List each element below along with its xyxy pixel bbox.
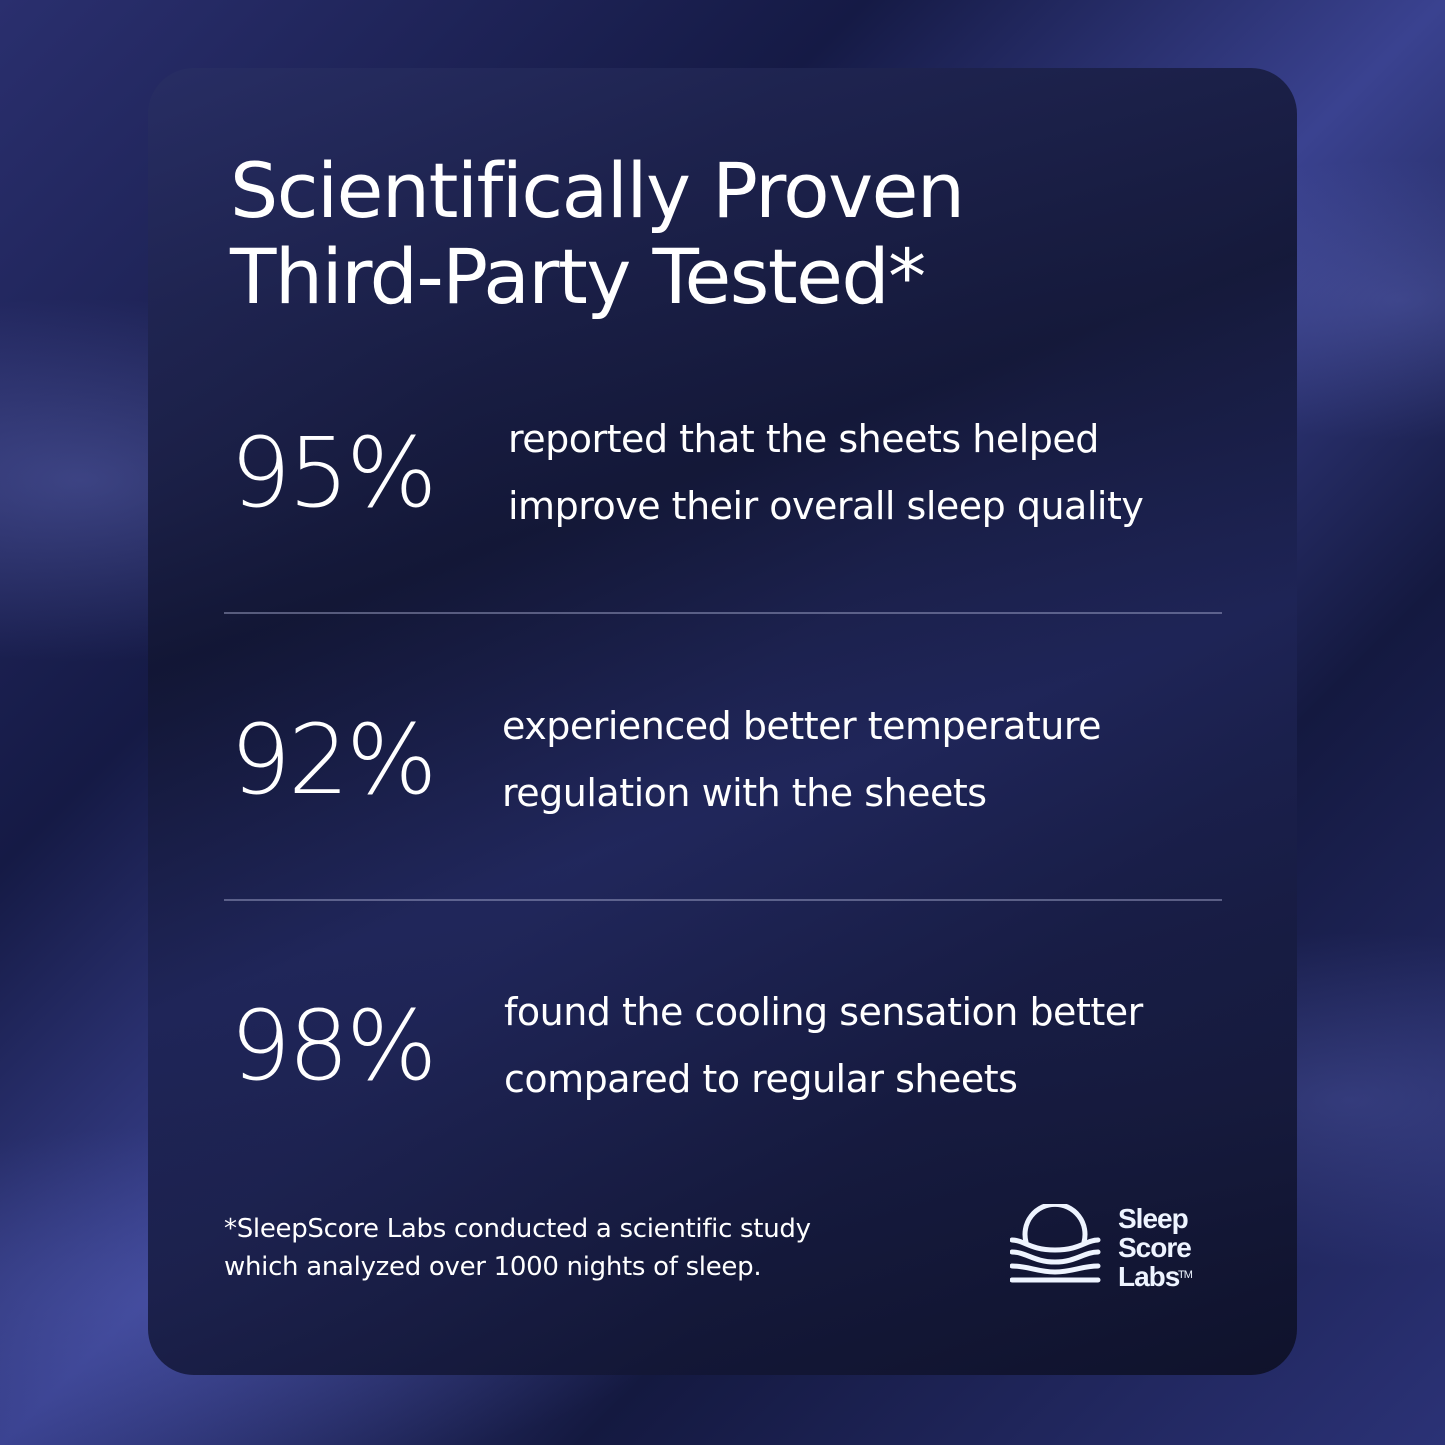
headline-line-1: Scientifically Proven [230, 146, 965, 235]
stat-95: 95% reported that the sheets helped impr… [230, 398, 1230, 548]
stat-description: experienced better temperature regulatio… [502, 693, 1102, 827]
stat-value: 92% [230, 704, 437, 816]
stat-value: 95% [230, 417, 437, 529]
svg-text:TM: TM [1178, 1269, 1193, 1281]
stat-value: 98% [230, 990, 437, 1102]
stat-description-line: reported that the sheets helped [508, 417, 1099, 461]
footnote: *SleepScore Labs conducted a scientific … [224, 1210, 811, 1286]
stat-description-line: improve their overall sleep quality [508, 484, 1144, 528]
stat-92: 92% experienced better temperature regul… [230, 685, 1230, 835]
svg-text:Sleep: Sleep [1118, 1204, 1188, 1234]
stat-description-line: compared to regular sheets [504, 1057, 1018, 1101]
svg-text:Score: Score [1118, 1232, 1191, 1263]
divider [224, 899, 1222, 901]
headline-line-2: Third-Party Tested* [230, 232, 926, 321]
stat-description-line: experienced better temperature [502, 704, 1102, 748]
svg-text:Labs: Labs [1118, 1261, 1180, 1292]
stat-98: 98% found the cooling sensation better c… [230, 971, 1230, 1121]
sun-over-waves-icon: Sleep Score Labs TM [1009, 1201, 1194, 1292]
divider [224, 612, 1222, 614]
stat-description-line: found the cooling sensation better [504, 990, 1143, 1034]
stat-description: found the cooling sensation better compa… [504, 979, 1143, 1113]
footnote-line: which analyzed over 1000 nights of sleep… [224, 1252, 762, 1282]
headline: Scientifically Proven Third-Party Tested… [230, 146, 965, 321]
stats-card: Scientifically Proven Third-Party Tested… [148, 68, 1297, 1375]
footnote-line: *SleepScore Labs conducted a scientific … [224, 1214, 811, 1244]
stat-description: reported that the sheets helped improve … [508, 406, 1144, 540]
sleepscore-labs-logo: Sleep Score Labs TM [1009, 1201, 1220, 1298]
stat-description-line: regulation with the sheets [502, 771, 987, 815]
